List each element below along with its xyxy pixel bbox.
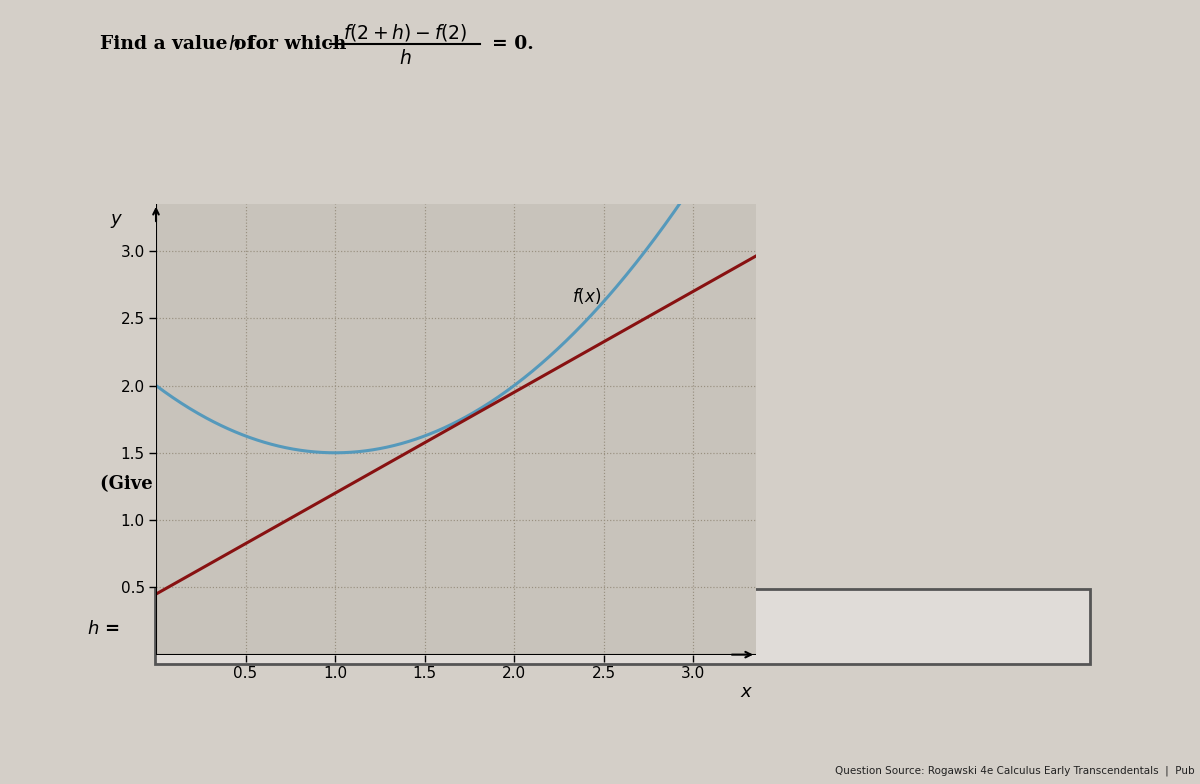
Text: $f(2 + h) - f(2)$: $f(2 + h) - f(2)$ [343, 21, 467, 42]
Text: $h$: $h$ [398, 49, 412, 67]
Text: $y$: $y$ [110, 212, 124, 230]
Text: $h$ =: $h$ = [88, 620, 120, 638]
FancyBboxPatch shape [155, 589, 1090, 664]
Text: Find a value of: Find a value of [100, 35, 262, 53]
Text: $f(x)$: $f(x)$ [571, 286, 601, 306]
Text: = 0.: = 0. [492, 35, 534, 53]
Text: (Give your answer as a whole number.): (Give your answer as a whole number.) [100, 475, 491, 493]
Text: for which: for which [241, 35, 347, 53]
Text: $h$: $h$ [228, 34, 241, 53]
Text: $x$: $x$ [740, 684, 754, 702]
Text: Question Source: Rogawski 4e Calculus Early Transcendentals  |  Pub: Question Source: Rogawski 4e Calculus Ea… [835, 765, 1195, 776]
